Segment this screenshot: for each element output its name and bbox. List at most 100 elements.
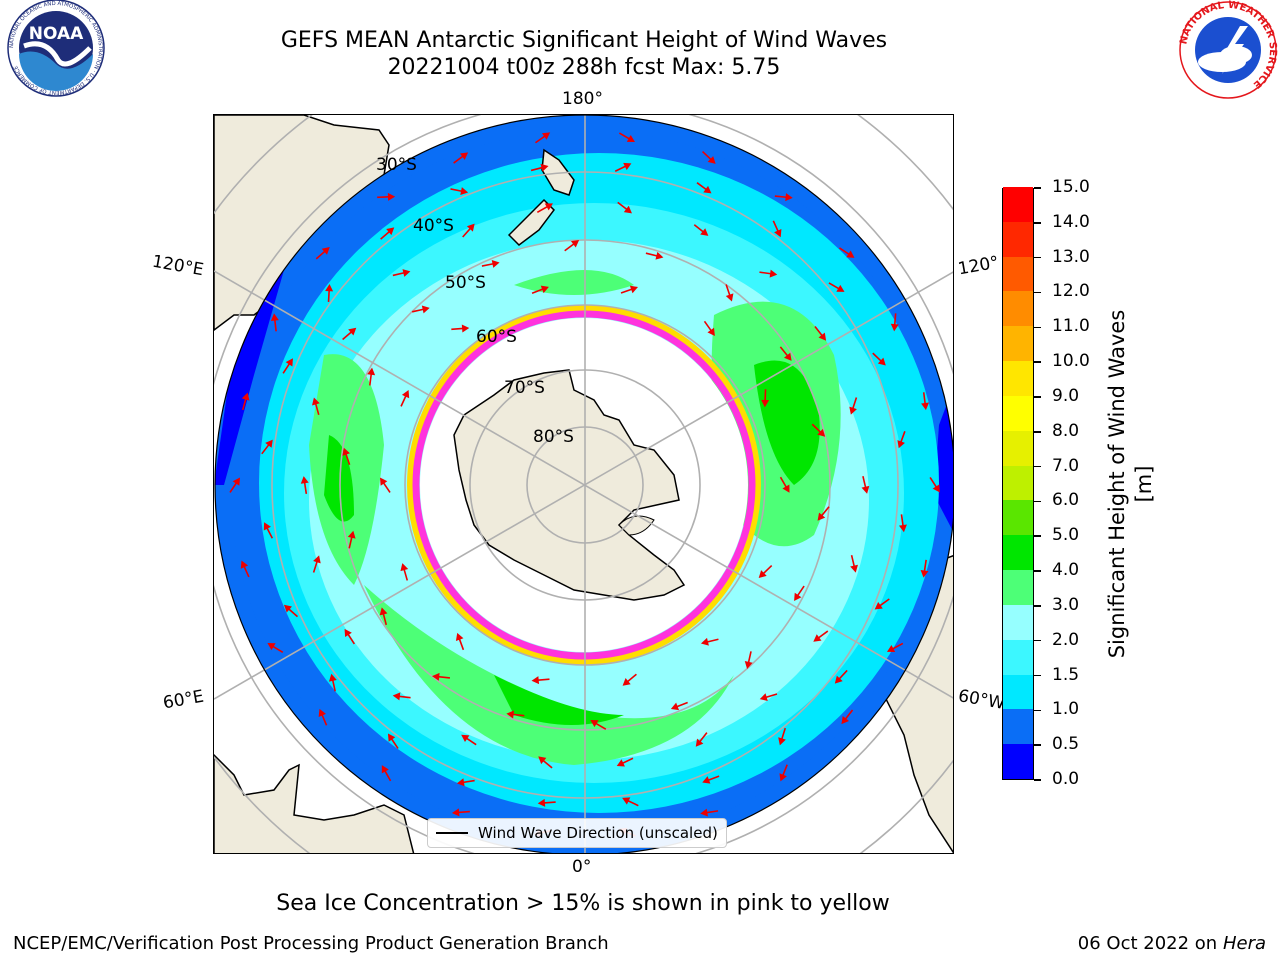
colorbar-segment — [1003, 569, 1033, 605]
wave-arrow-head — [421, 305, 430, 314]
colorbar-segment — [1003, 325, 1033, 362]
wave-arrow-head — [459, 152, 469, 160]
colorbar-tick-label: 15.0 — [1052, 177, 1090, 197]
colorbar-segment — [1003, 604, 1033, 640]
wave-arrow-shaft — [390, 738, 399, 749]
wave-arrow-head — [784, 352, 792, 361]
nws-logo-icon: NATIONAL WEATHER SERVICE — [1178, 0, 1278, 99]
colorbar-segment — [1003, 639, 1033, 675]
wave-arrow-shaft — [617, 201, 628, 211]
wave-arrow-head — [466, 223, 475, 232]
wave-arrow-shaft — [564, 243, 575, 252]
wave-arrow-head — [267, 642, 276, 651]
colorbar-tick-label: 4.0 — [1052, 560, 1080, 581]
wave-arrow-head — [703, 185, 712, 194]
wave-arrow-head — [491, 260, 500, 268]
map-canvas: 30°S 40°S 50°S 60°S 70°S 80°S — [214, 115, 953, 853]
colorbar-segment — [1003, 743, 1033, 779]
colorbar-segment — [1003, 534, 1033, 571]
wave-arrow-shaft — [400, 395, 407, 407]
wave-arrow-shaft — [693, 224, 704, 233]
wave-arrow-head — [898, 524, 907, 533]
wave-arrow-shaft — [614, 165, 627, 172]
colorbar-tick — [1034, 291, 1041, 294]
wave-arrow-head — [920, 569, 929, 578]
wave-arrow-shaft — [462, 227, 472, 238]
wave-arrow-head — [381, 765, 389, 774]
colorbar-title: Significant Height of Wind Waves [m] — [1105, 309, 1156, 659]
colorbar-tick — [1034, 709, 1041, 712]
wave-arrow-head — [702, 776, 711, 784]
colorbar-tick — [1034, 361, 1041, 363]
wave-arrow-shaft — [321, 714, 328, 726]
wave-arrow-shaft — [872, 352, 882, 362]
wave-arrow-shaft — [922, 392, 926, 405]
wave-arrow-shaft — [817, 630, 829, 639]
wave-arrow-head — [779, 773, 787, 782]
wave-arrow-shaft — [348, 536, 353, 549]
colorbar-segment — [1003, 360, 1033, 396]
wave-arrow-head — [544, 203, 553, 211]
colorbar-tick — [1034, 326, 1041, 329]
wave-arrow-shaft — [543, 801, 556, 804]
wave-arrow-head — [622, 678, 631, 686]
wave-arrow-shaft — [288, 608, 299, 618]
wave-arrow-shaft — [331, 679, 336, 692]
wave-arrow-head — [313, 555, 321, 564]
wave-arrow-head — [874, 602, 883, 610]
colorbar-tick-label: 1.0 — [1052, 699, 1080, 720]
wave-arrow-head — [785, 193, 793, 202]
wave-arrow-shaft — [814, 326, 823, 337]
wave-arrow-shaft — [458, 810, 470, 814]
wave-arrow-shaft — [618, 132, 630, 140]
wave-arrow-shaft — [676, 701, 688, 708]
wave-arrow-head — [700, 808, 708, 817]
wave-arrow-head — [590, 720, 599, 728]
wave-arrow-head — [531, 676, 540, 685]
wave-arrow-shaft — [531, 288, 544, 294]
graticule — [214, 115, 953, 853]
wave-arrow-head — [861, 485, 870, 494]
wave-arrow-shaft — [879, 598, 890, 607]
wave-arrow-head — [782, 484, 790, 493]
wave-arrow-head — [817, 428, 826, 437]
wave-arrow-shaft — [595, 722, 607, 730]
wave-arrow-shaft — [272, 645, 284, 653]
colorbar-tick — [1034, 396, 1041, 398]
colorbar-tick — [1034, 500, 1041, 503]
wave-arrow-shaft — [453, 155, 464, 164]
wave-arrow-head — [850, 564, 858, 573]
colorbar-tick — [1034, 779, 1041, 781]
wave-arrow-head — [886, 644, 896, 653]
wave-arrow-head — [921, 402, 930, 411]
wave-arrow-shaft — [382, 613, 388, 626]
wave-arrow-shaft — [811, 423, 822, 433]
wave-arrow-head — [707, 156, 716, 164]
colorbar-segment — [1003, 221, 1033, 257]
colorbar-tick-label: 9.0 — [1052, 385, 1080, 406]
wave-arrow-shaft — [923, 559, 927, 572]
lon-label-120w: 120° — [956, 252, 1001, 280]
wave-arrow-head — [897, 440, 905, 449]
wave-arrow-shaft — [699, 732, 708, 743]
wave-arrow-shaft — [243, 565, 250, 578]
wave-arrow-shaft — [315, 250, 326, 260]
wave-arrow-shaft — [759, 271, 772, 275]
colorbar-segment — [1003, 499, 1033, 536]
wave-arrow-head — [325, 283, 334, 292]
wave-arrow-shaft — [273, 319, 277, 332]
colorbar-segment — [1003, 430, 1033, 466]
wave-arrow-head — [758, 570, 767, 579]
wave-arrow-head — [541, 132, 551, 140]
wave-arrow-head — [537, 798, 546, 807]
colorbar-tick — [1034, 187, 1041, 189]
wave-arrow-head — [761, 399, 770, 408]
wave-arrow-head — [570, 239, 580, 248]
lat-label-60s: 60°S — [476, 327, 517, 347]
wave-arrow-head — [849, 406, 857, 415]
lat-label-50s: 50°S — [445, 273, 486, 293]
wave-arrow-shaft — [645, 252, 658, 257]
legend-label: Wind Wave Direction (unscaled) — [478, 824, 718, 842]
sea-ice-note: Sea Ice Concentration > 15% is shown in … — [276, 891, 890, 916]
noaa-logo-text: NOAA — [29, 24, 84, 44]
